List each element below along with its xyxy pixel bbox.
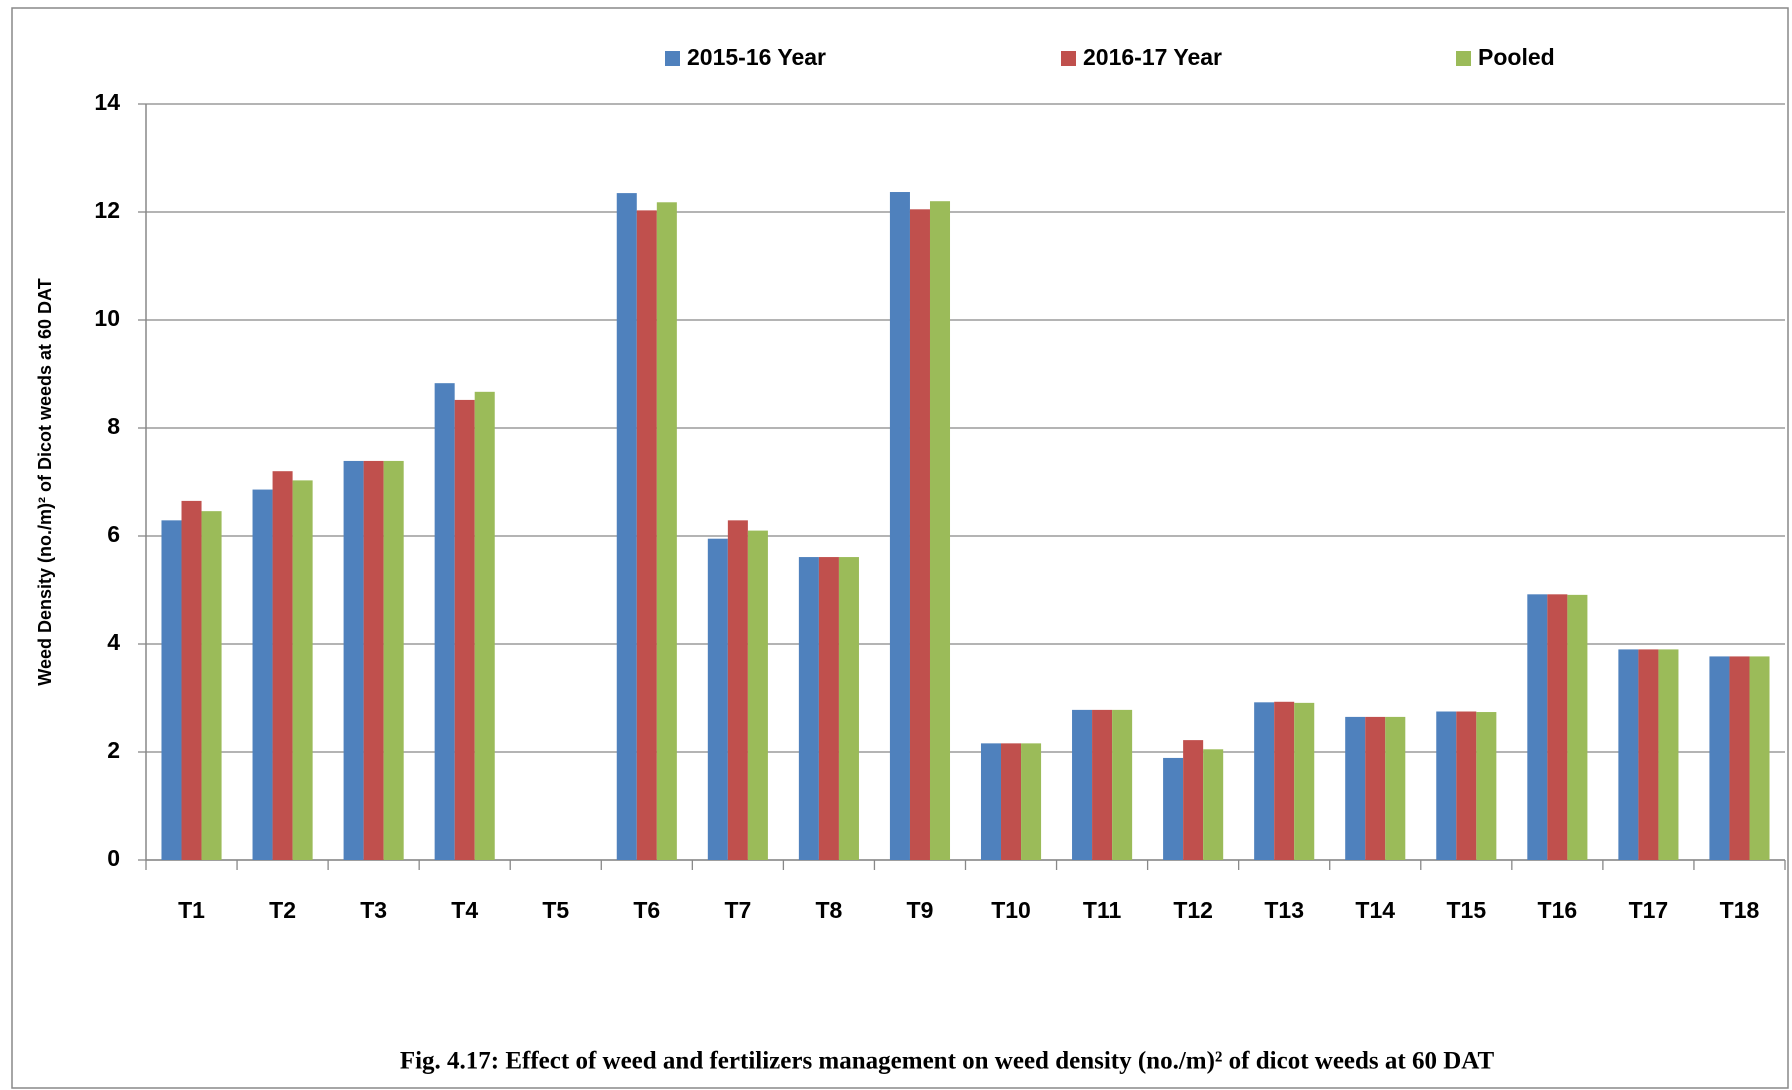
bar: [1001, 743, 1022, 860]
bar: [707, 538, 728, 860]
bar: [1163, 757, 1184, 860]
x-tick-label: T14: [1355, 897, 1395, 923]
bar: [838, 557, 859, 860]
legend-swatch: [1061, 51, 1076, 66]
bar: [1729, 656, 1750, 860]
legend-label: 2016-17 Year: [1083, 44, 1222, 70]
bar: [929, 201, 951, 860]
bar: [1749, 656, 1770, 860]
bar: [383, 460, 404, 860]
bar: [909, 209, 930, 861]
bar: [1709, 656, 1730, 860]
bar: [980, 743, 1002, 860]
bar: [1294, 702, 1315, 860]
x-tick-label: T17: [1629, 897, 1669, 923]
bar: [252, 489, 273, 860]
bar: [889, 192, 910, 860]
legend-label: Pooled: [1478, 44, 1555, 70]
bar: [1476, 712, 1497, 860]
x-tick-label: T7: [724, 897, 751, 923]
bar: [1618, 649, 1639, 860]
bar: [727, 520, 748, 860]
legend-swatch: [665, 51, 680, 66]
y-tick-label: 14: [94, 89, 120, 115]
bar: [1203, 749, 1224, 860]
bar: [1527, 594, 1548, 860]
x-tick-label: T13: [1264, 897, 1304, 923]
y-tick-label: 4: [107, 629, 120, 655]
legend-swatch: [1456, 51, 1471, 66]
x-tick-label: T1: [178, 897, 205, 923]
y-tick-label: 0: [107, 845, 120, 871]
bar: [1183, 740, 1204, 860]
x-tick-label: T8: [815, 897, 842, 923]
bar: [1658, 649, 1679, 860]
bar: [747, 530, 768, 860]
x-tick-label: T12: [1173, 897, 1213, 923]
y-tick-label: 2: [107, 737, 120, 763]
y-tick-label: 12: [94, 197, 120, 223]
bar: [343, 460, 364, 860]
y-tick-label: 6: [107, 521, 120, 547]
y-tick-label: 10: [94, 305, 120, 331]
bar: [818, 557, 839, 860]
bar: [1072, 709, 1093, 860]
x-tick-label: T16: [1538, 897, 1578, 923]
bar: [1385, 716, 1406, 860]
bar: [1092, 709, 1113, 860]
bar: [272, 471, 293, 860]
chart-title: Fig. 4.17: Effect of weed and fertilizer…: [400, 1048, 1495, 1075]
x-tick-label: T15: [1446, 897, 1486, 923]
bar: [1547, 594, 1568, 860]
bar: [798, 557, 819, 860]
bar: [1254, 702, 1275, 860]
bar: [181, 500, 202, 860]
bar: [1345, 716, 1366, 860]
y-axis-label: Weed Density (no./m)² of Dicot weeds at …: [35, 278, 55, 685]
y-tick-label: 8: [107, 413, 120, 439]
bar: [636, 210, 657, 860]
x-tick-label: T11: [1083, 897, 1122, 923]
x-tick-label: T5: [542, 897, 569, 923]
bar: [434, 383, 455, 860]
x-tick-label: T2: [269, 897, 296, 923]
x-tick-label: T18: [1720, 897, 1760, 923]
bar: [1112, 709, 1133, 860]
bar: [1021, 743, 1042, 860]
bar: [454, 399, 475, 860]
bar: [1365, 716, 1386, 860]
bar: [292, 480, 313, 860]
bar: [363, 460, 384, 860]
bar: [656, 202, 677, 860]
x-tick-label: T9: [907, 897, 934, 923]
x-tick-label: T6: [633, 897, 660, 923]
bar: [474, 391, 495, 860]
legend-label: 2015-16 Year: [687, 44, 826, 70]
x-tick-label: T10: [991, 897, 1031, 923]
bar: [1638, 649, 1659, 860]
bar: [201, 511, 222, 860]
bar: [1436, 711, 1457, 860]
x-tick-label: T4: [451, 897, 478, 923]
bar: [616, 193, 637, 861]
bar: [161, 520, 182, 860]
x-tick-label: T3: [360, 897, 387, 923]
bar: [1274, 701, 1295, 860]
bar: [1456, 711, 1477, 860]
bar: [1567, 594, 1588, 860]
